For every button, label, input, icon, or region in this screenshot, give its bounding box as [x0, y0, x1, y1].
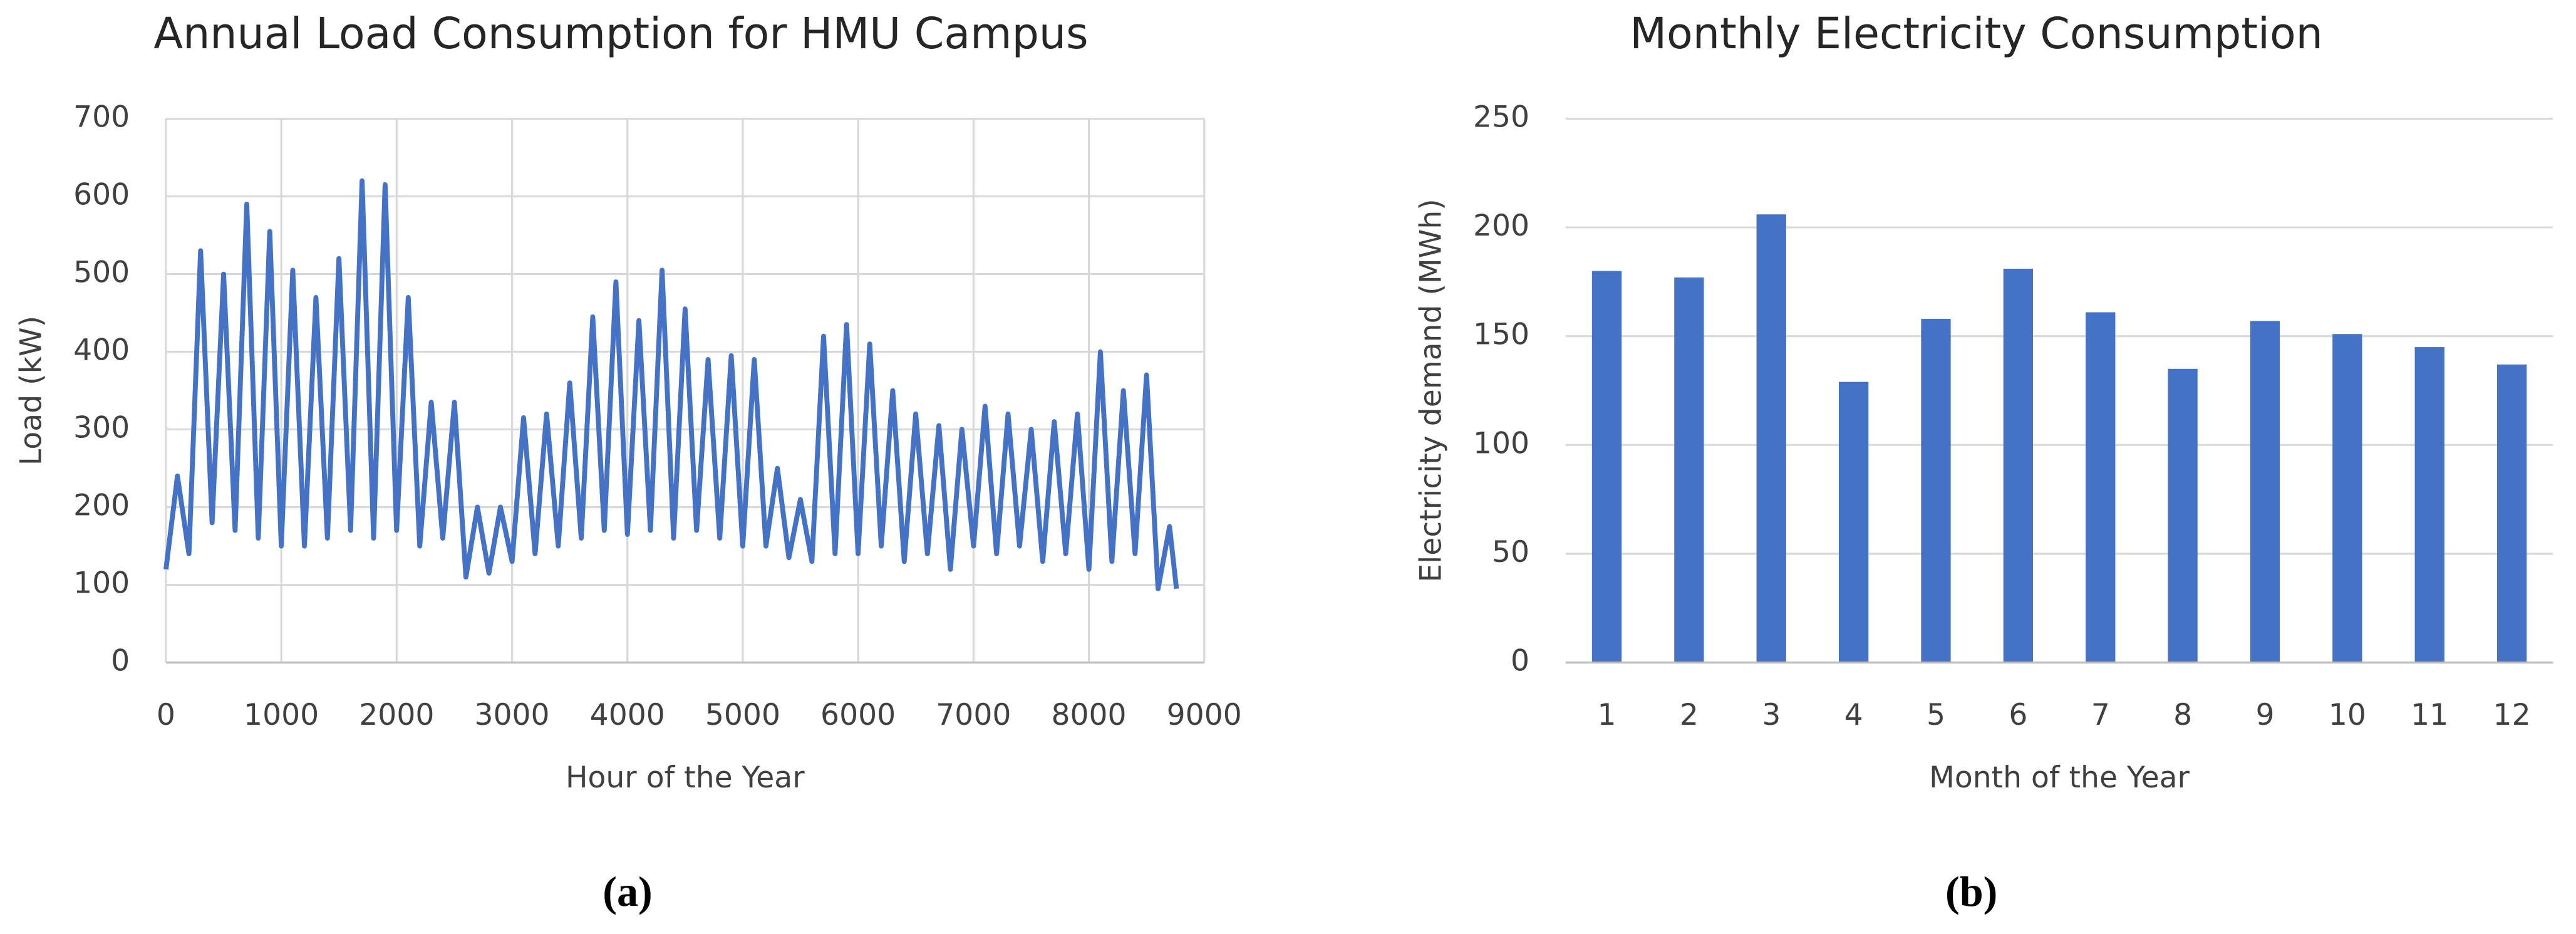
x-tick-label: 1 — [1597, 698, 1616, 732]
bar — [1591, 271, 1622, 663]
x-tick-label: 1000 — [244, 698, 319, 732]
x-tick-label: 10 — [2329, 698, 2366, 732]
caption: (b) — [1945, 868, 1997, 915]
caption: (a) — [603, 868, 653, 915]
y-tick-label: 0 — [111, 644, 130, 678]
x-axis-title: Hour of the Year — [566, 760, 805, 795]
bar — [2168, 368, 2198, 663]
x-tick-label: 12 — [2493, 698, 2531, 732]
bar — [2086, 312, 2116, 663]
x-tick-label: 8 — [2173, 698, 2192, 732]
x-tick-label: 9000 — [1167, 698, 1242, 732]
x-tick-label: 3 — [1762, 698, 1781, 732]
y-tick-label: 200 — [1473, 209, 1529, 243]
x-tick-label: 2 — [1680, 698, 1699, 732]
x-tick-label: 0 — [157, 698, 175, 732]
bar — [1921, 318, 1951, 663]
bar — [1756, 214, 1786, 663]
x-tick-label: 3000 — [474, 698, 549, 732]
bar — [2332, 334, 2362, 663]
y-tick-label: 0 — [1511, 644, 1529, 678]
y-tick-label: 100 — [73, 566, 130, 601]
x-tick-label: 6000 — [820, 698, 896, 732]
bar — [2496, 364, 2527, 663]
y-tick-label: 150 — [1473, 318, 1529, 352]
x-axis-title: Month of the Year — [1929, 760, 2190, 795]
x-tick-label: 11 — [2411, 698, 2448, 732]
y-tick-label: 700 — [73, 100, 130, 134]
y-axis-title: Load (kW) — [14, 316, 48, 465]
y-tick-label: 50 — [1492, 535, 1529, 569]
bar — [2250, 321, 2280, 663]
y-tick-label: 300 — [73, 411, 130, 445]
x-tick-label: 6 — [2009, 698, 2027, 732]
y-tick-label: 400 — [73, 333, 130, 368]
chart-title: Annual Load Consumption for HMU Campus — [153, 9, 1088, 59]
y-tick-label: 200 — [73, 489, 130, 523]
y-axis-title: Electricity demand (MWh) — [1414, 199, 1448, 582]
x-tick-label: 7 — [2091, 698, 2110, 732]
y-tick-label: 600 — [73, 177, 130, 212]
bar — [2003, 269, 2033, 663]
y-tick-label: 250 — [1473, 100, 1529, 134]
data-line — [163, 178, 1179, 591]
bar — [1674, 277, 1704, 663]
x-tick-label: 5000 — [705, 698, 780, 732]
x-tick-label: 5 — [1927, 698, 1945, 732]
x-tick-label: 4 — [1844, 698, 1863, 732]
x-tick-label: 8000 — [1051, 698, 1126, 732]
x-tick-label: 7000 — [936, 698, 1011, 732]
bar — [1838, 381, 1869, 663]
bar — [2414, 347, 2444, 663]
chart-title: Monthly Electricity Consumption — [1630, 9, 2323, 59]
y-tick-label: 100 — [1473, 426, 1529, 460]
y-tick-label: 500 — [73, 255, 130, 289]
x-tick-label: 4000 — [590, 698, 665, 732]
x-tick-label: 2000 — [359, 698, 434, 732]
x-tick-label: 9 — [2255, 698, 2274, 732]
